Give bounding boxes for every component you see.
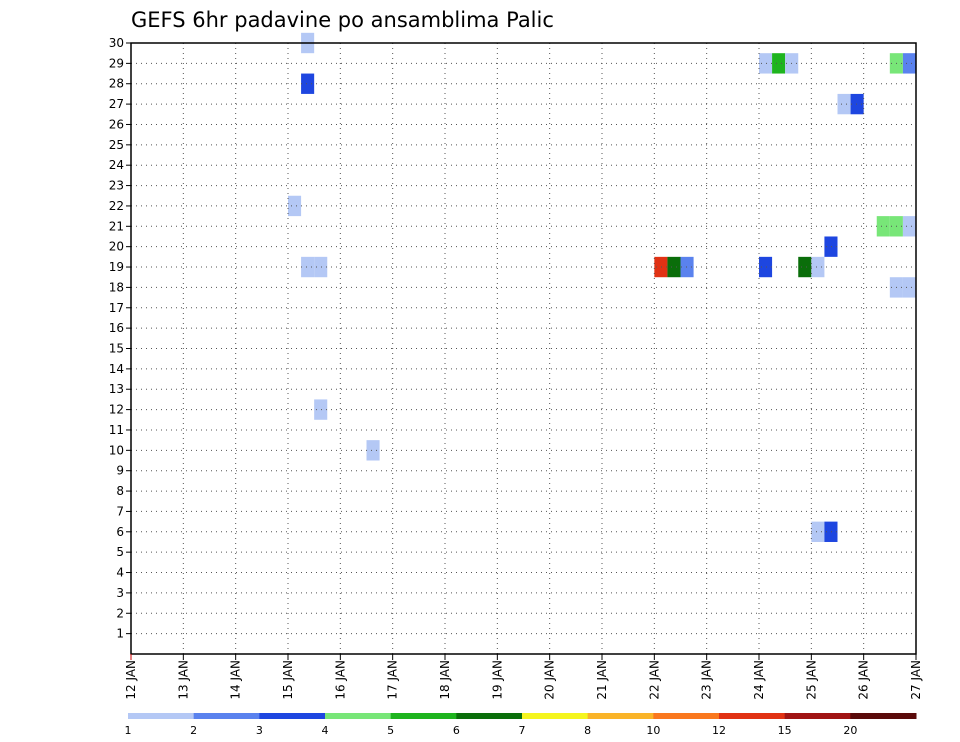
data-cell (654, 256, 668, 278)
x-tick-label: 19 JAN (490, 660, 504, 700)
data-cell (837, 93, 851, 115)
x-tick-label: 24 JAN (752, 660, 766, 700)
y-tick-label: 9 (116, 464, 124, 478)
y-tick-label: 19 (109, 260, 124, 274)
y-tick-label: 12 (109, 403, 124, 417)
data-cell (902, 277, 916, 298)
data-cell (850, 93, 864, 115)
y-tick-label: 24 (109, 158, 124, 172)
data-cell (667, 256, 681, 278)
colorbar-swatch (325, 713, 392, 719)
y-tick-label: 15 (109, 342, 124, 356)
data-cell (301, 256, 315, 278)
colorbar-swatch (456, 713, 523, 719)
x-tick-label: 21 JAN (595, 660, 609, 700)
colorbar-label: 4 (322, 724, 329, 737)
x-tick-label: 20 JAN (543, 660, 557, 700)
colorbar: 1 2 3 4 5 6 7 8 10 12 15 20 (125, 713, 917, 737)
y-tick-label: 26 (109, 117, 124, 131)
colorbar-label: 10 (646, 724, 660, 737)
data-cell (366, 440, 380, 461)
colorbar-swatch (850, 713, 917, 719)
colorbar-label: 12 (712, 724, 726, 737)
x-tick-label: 22 JAN (647, 660, 661, 700)
x-tick-label: 18 JAN (438, 660, 452, 700)
y-tick-label: 13 (109, 382, 124, 396)
colorbar-label: 2 (190, 724, 197, 737)
x-tick-label: 12 JAN (124, 660, 138, 700)
x-tick-label: 15 JAN (281, 660, 295, 700)
data-cell (314, 399, 328, 420)
colorbar-label: 8 (584, 724, 591, 737)
colorbar-label: 3 (256, 724, 263, 737)
data-cell (824, 521, 838, 542)
data-cell (759, 53, 773, 74)
y-tick-label: 22 (109, 199, 124, 213)
colorbar-swatch (390, 713, 457, 719)
y-tick-label: 5 (116, 545, 124, 559)
y-tick-label: 27 (109, 97, 124, 111)
x-tick-label: 25 JAN (804, 660, 818, 700)
plot-frame (130, 42, 917, 655)
colorbar-swatch (128, 713, 195, 719)
y-tick-label: 4 (116, 566, 124, 580)
y-tick-label: 7 (116, 504, 124, 518)
data-cell (288, 195, 302, 217)
x-tick-label: 26 JAN (857, 660, 871, 700)
x-tick-label: 14 JAN (229, 660, 243, 700)
y-tick-label: 16 (109, 321, 124, 335)
colorbar-swatch (719, 713, 786, 719)
y-tick-label: 10 (109, 443, 124, 457)
y-tick-label: 20 (109, 240, 124, 254)
y-tick-label: 28 (109, 77, 124, 91)
data-cell (798, 256, 812, 278)
y-tick-label: 2 (116, 606, 124, 620)
colorbar-swatch (587, 713, 654, 719)
data-cell (811, 256, 825, 278)
colorbar-swatch (193, 713, 260, 719)
y-tick-label: 23 (109, 179, 124, 193)
y-tick-label: 21 (109, 219, 124, 233)
data-cell (902, 216, 916, 237)
colorbar-label: 15 (778, 724, 792, 737)
x-tick-label: 27 JAN (909, 660, 923, 700)
data-cell (824, 236, 838, 257)
data-cell (876, 216, 890, 237)
y-tick-label: 29 (109, 56, 124, 70)
colorbar-swatch (653, 713, 720, 719)
data-cell (811, 521, 825, 542)
y-tick-label: 18 (109, 280, 124, 294)
data-cell (902, 53, 916, 74)
x-tick-label: 23 JAN (700, 660, 714, 700)
data-cell (314, 256, 328, 278)
colorbar-swatch (784, 713, 851, 719)
y-tick-label: 30 (109, 36, 124, 50)
data-cell (759, 256, 773, 278)
y-tick-label: 6 (116, 525, 124, 539)
y-tick-label: 11 (109, 423, 124, 437)
colorbar-label: 1 (125, 724, 132, 737)
data-cell (772, 53, 786, 74)
y-tick-label: 14 (109, 362, 124, 376)
colorbar-swatch (259, 713, 326, 719)
colorbar-label: 20 (843, 724, 857, 737)
y-tick-label: 1 (116, 627, 124, 641)
colorbar-swatch (522, 713, 589, 719)
y-tick-label: 8 (116, 484, 124, 498)
x-tick-label: 17 JAN (386, 660, 400, 700)
colorbar-label: 7 (519, 724, 526, 737)
chart-title: GEFS 6hr padavine po ansamblima Palic (131, 8, 554, 32)
x-tick-label: 13 JAN (176, 660, 190, 700)
data-cell (680, 256, 694, 278)
colorbar-label: 6 (453, 724, 460, 737)
y-tick-label: 25 (109, 138, 124, 152)
colorbar-label: 5 (387, 724, 394, 737)
data-cell (301, 73, 315, 94)
y-tick-label: 3 (116, 586, 124, 600)
plot-area: 1234567891011121314151617181920212223242… (109, 32, 923, 700)
x-tick-label: 16 JAN (333, 660, 347, 700)
y-tick-label: 17 (109, 301, 124, 315)
